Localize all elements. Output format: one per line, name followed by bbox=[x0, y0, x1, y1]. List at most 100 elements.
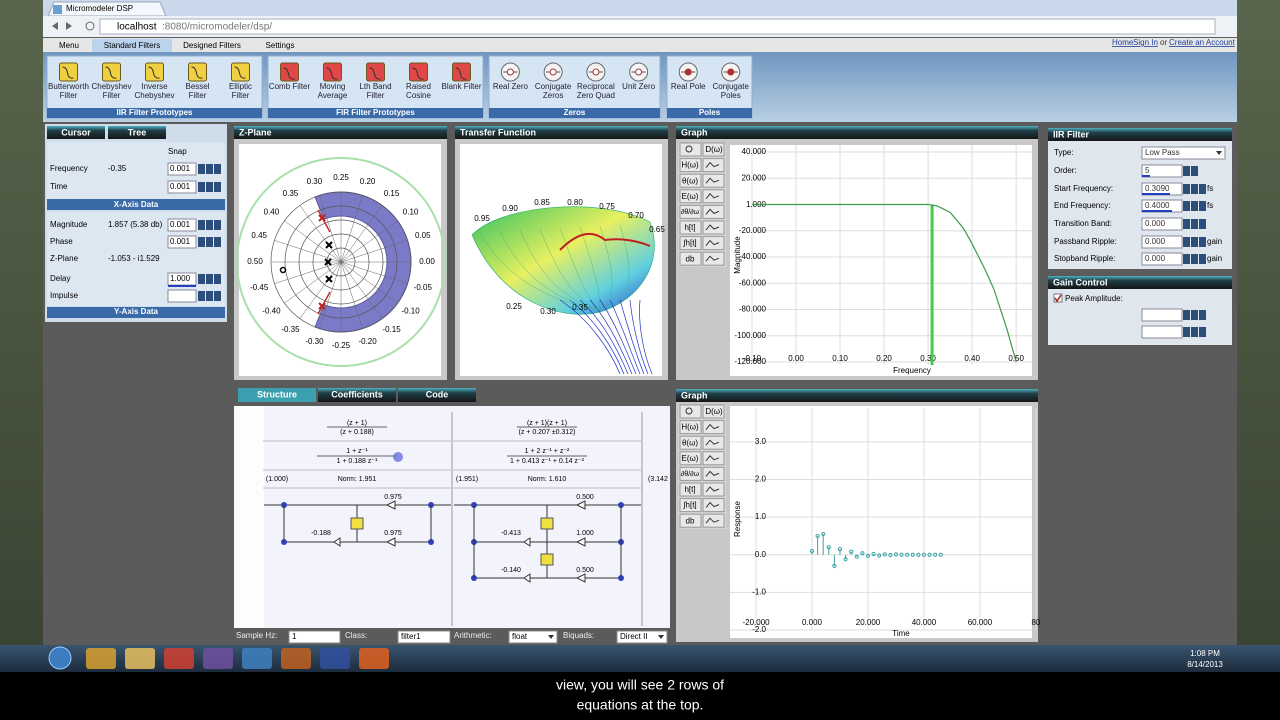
spin-button[interactable] bbox=[206, 291, 213, 301]
spin-button[interactable] bbox=[1199, 219, 1206, 229]
start-button[interactable] bbox=[48, 646, 72, 670]
tool-button[interactable] bbox=[702, 189, 725, 204]
tool-button[interactable] bbox=[679, 220, 702, 235]
spin-button[interactable] bbox=[206, 274, 213, 284]
spin-button[interactable] bbox=[206, 164, 213, 174]
pole-marker[interactable] bbox=[325, 275, 333, 283]
tool-button[interactable] bbox=[679, 204, 702, 219]
tool-button[interactable] bbox=[702, 158, 725, 173]
spin-button[interactable] bbox=[1199, 237, 1206, 247]
tool-button[interactable] bbox=[702, 236, 725, 251]
spin-button[interactable] bbox=[1191, 201, 1198, 211]
spin-button[interactable] bbox=[214, 220, 221, 230]
spin-button[interactable] bbox=[198, 291, 205, 301]
tool-button[interactable] bbox=[679, 420, 702, 435]
spin-button[interactable] bbox=[214, 237, 221, 247]
spin-button[interactable] bbox=[1199, 201, 1206, 211]
spin-button[interactable] bbox=[1191, 166, 1198, 176]
dropdown[interactable] bbox=[616, 630, 668, 644]
text-input[interactable] bbox=[288, 630, 341, 644]
spin-button[interactable] bbox=[214, 274, 221, 284]
account-link[interactable]: Sign In bbox=[1133, 38, 1158, 47]
snap-input[interactable] bbox=[167, 162, 197, 176]
structure-tab[interactable] bbox=[238, 388, 316, 402]
taskbar-app[interactable] bbox=[242, 648, 272, 669]
tool-button[interactable] bbox=[702, 435, 725, 450]
tool-button[interactable] bbox=[702, 482, 725, 497]
tool-button[interactable] bbox=[679, 189, 702, 204]
spin-button[interactable] bbox=[1191, 254, 1198, 264]
tool-button[interactable] bbox=[679, 498, 702, 513]
panel-tab[interactable] bbox=[47, 126, 105, 139]
spin-button[interactable] bbox=[1183, 219, 1190, 229]
app-tab[interactable] bbox=[176, 39, 248, 52]
spin-button[interactable] bbox=[1183, 166, 1190, 176]
spin-button[interactable] bbox=[198, 182, 205, 192]
text-input[interactable] bbox=[1141, 308, 1183, 322]
account-link[interactable]: Home bbox=[1112, 38, 1134, 47]
spin-button[interactable] bbox=[1199, 327, 1206, 337]
nav-button[interactable] bbox=[52, 22, 58, 30]
tool-button[interactable] bbox=[702, 513, 725, 528]
checkbox[interactable] bbox=[1053, 293, 1063, 303]
tool-button[interactable] bbox=[679, 404, 702, 419]
pole-marker[interactable] bbox=[324, 258, 332, 266]
spin-button[interactable] bbox=[1183, 201, 1190, 211]
structure-tab[interactable] bbox=[398, 388, 476, 402]
snap-input[interactable] bbox=[167, 289, 197, 303]
text-input[interactable] bbox=[1141, 235, 1183, 249]
spin-button[interactable] bbox=[1199, 310, 1206, 320]
spin-button[interactable] bbox=[1183, 327, 1190, 337]
snap-input[interactable] bbox=[167, 218, 197, 232]
spin-button[interactable] bbox=[1183, 184, 1190, 194]
spin-button[interactable] bbox=[1199, 254, 1206, 264]
spin-button[interactable] bbox=[214, 182, 221, 192]
tool-button[interactable] bbox=[702, 466, 725, 481]
text-input[interactable] bbox=[1141, 164, 1183, 178]
spin-button[interactable] bbox=[198, 237, 205, 247]
taskbar-app[interactable] bbox=[86, 648, 116, 669]
spin-button[interactable] bbox=[1191, 310, 1198, 320]
taskbar-app[interactable] bbox=[203, 648, 233, 669]
spin-button[interactable] bbox=[206, 182, 213, 192]
spin-button[interactable] bbox=[198, 274, 205, 284]
spin-button[interactable] bbox=[1191, 237, 1198, 247]
tool-button[interactable] bbox=[679, 451, 702, 466]
taskbar-app[interactable] bbox=[359, 648, 389, 669]
tool-button[interactable] bbox=[679, 482, 702, 497]
tool-button[interactable] bbox=[702, 251, 725, 266]
zero-marker[interactable] bbox=[279, 266, 287, 274]
tool-button[interactable] bbox=[702, 142, 725, 157]
account-link[interactable]: Create an Account bbox=[1169, 38, 1236, 47]
app-tab[interactable] bbox=[92, 39, 172, 52]
spin-button[interactable] bbox=[1183, 310, 1190, 320]
tool-button[interactable] bbox=[702, 220, 725, 235]
pole-marker[interactable] bbox=[318, 214, 326, 222]
text-input[interactable] bbox=[1141, 325, 1183, 339]
app-tab[interactable] bbox=[50, 39, 88, 52]
tool-button[interactable] bbox=[702, 204, 725, 219]
taskbar-app[interactable] bbox=[320, 648, 350, 669]
tool-button[interactable] bbox=[679, 158, 702, 173]
reload-button[interactable] bbox=[85, 21, 95, 31]
tool-button[interactable] bbox=[679, 236, 702, 251]
tool-button[interactable] bbox=[702, 498, 725, 513]
pole-marker[interactable] bbox=[325, 241, 333, 249]
spin-button[interactable] bbox=[214, 164, 221, 174]
spin-button[interactable] bbox=[214, 291, 221, 301]
spin-button[interactable] bbox=[198, 164, 205, 174]
text-input[interactable] bbox=[397, 630, 451, 644]
spin-button[interactable] bbox=[1183, 254, 1190, 264]
tool-button[interactable] bbox=[702, 420, 725, 435]
snap-input[interactable] bbox=[167, 235, 197, 249]
tool-button[interactable] bbox=[679, 466, 702, 481]
spin-button[interactable] bbox=[206, 220, 213, 230]
tool-button[interactable] bbox=[702, 173, 725, 188]
taskbar-app[interactable] bbox=[125, 648, 155, 669]
dropdown[interactable] bbox=[508, 630, 558, 644]
spin-button[interactable] bbox=[206, 237, 213, 247]
text-input[interactable] bbox=[1141, 252, 1183, 266]
taskbar-app[interactable] bbox=[164, 648, 194, 669]
spin-button[interactable] bbox=[1191, 327, 1198, 337]
address-bar[interactable] bbox=[99, 18, 1216, 35]
